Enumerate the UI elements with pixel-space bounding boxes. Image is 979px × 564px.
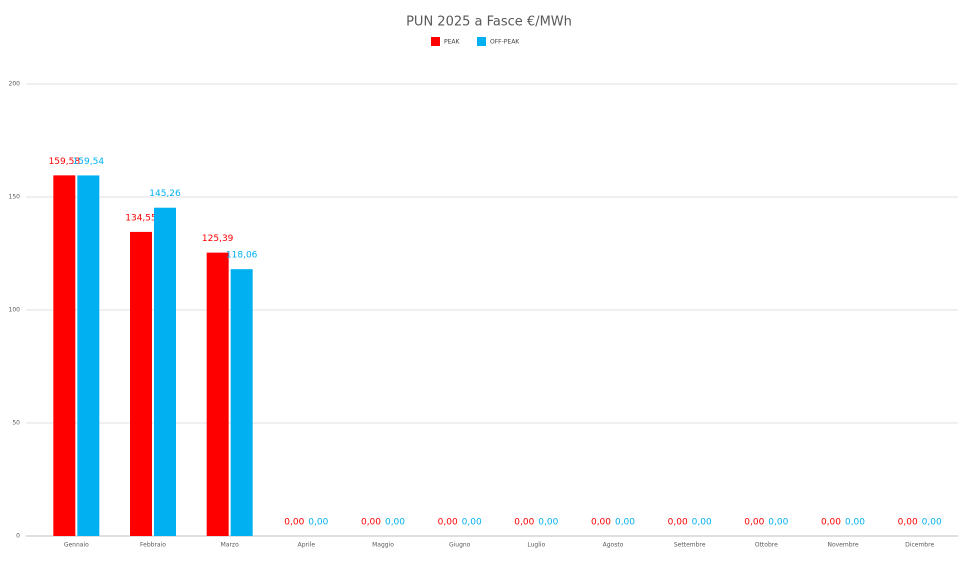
value-label: 159,58	[49, 157, 81, 167]
value-label: 0,00	[284, 518, 304, 528]
x-tick-label: Marzo	[221, 542, 239, 549]
value-label: 0,00	[845, 518, 865, 528]
legend-swatch	[431, 37, 440, 46]
value-label: 0,00	[462, 518, 482, 528]
bar	[230, 269, 253, 536]
chart-title: PUN 2025 a Fasce €/MWh	[406, 15, 572, 30]
x-tick-label: Luglio	[527, 542, 545, 549]
value-label: 0,00	[898, 518, 918, 528]
y-tick-label: 100	[9, 307, 21, 314]
value-label: 134,55	[125, 213, 157, 223]
y-tick-label: 200	[9, 81, 21, 88]
x-tick-label: Settembre	[674, 542, 706, 549]
value-label: 0,00	[668, 518, 688, 528]
x-tick-label: Febbraio	[140, 542, 166, 549]
value-label: 0,00	[591, 518, 611, 528]
x-tick-label: Novembre	[827, 542, 858, 549]
bar	[206, 252, 229, 537]
bar	[53, 175, 76, 537]
x-tick-label: Gennaio	[64, 542, 89, 549]
value-label: 0,00	[308, 518, 328, 528]
x-tick-label: Maggio	[372, 542, 394, 549]
value-label: 0,00	[514, 518, 534, 528]
legend-label: OFF-PEAK	[490, 39, 520, 46]
value-label: 118,06	[226, 251, 258, 261]
x-tick-label: Giugno	[449, 542, 471, 549]
x-tick-label: Agosto	[603, 542, 624, 549]
value-label: 159,54	[73, 157, 105, 167]
y-tick-label: 150	[9, 194, 21, 201]
value-label: 0,00	[615, 518, 635, 528]
x-tick-label: Ottobre	[755, 542, 778, 549]
value-label: 0,00	[692, 518, 712, 528]
legend-label: PEAK	[444, 39, 461, 46]
value-label: 0,00	[361, 518, 381, 528]
x-tick-label: Aprile	[298, 542, 316, 549]
value-label: 0,00	[438, 518, 458, 528]
value-label: 0,00	[744, 518, 764, 528]
y-tick-label: 0	[16, 533, 20, 540]
value-label: 0,00	[922, 518, 942, 528]
value-label: 0,00	[538, 518, 558, 528]
value-label: 0,00	[768, 518, 788, 528]
x-tick-label: Dicembre	[905, 542, 934, 549]
y-tick-label: 50	[12, 420, 20, 427]
bar	[130, 231, 152, 537]
bar	[154, 207, 176, 536]
legend-swatch	[477, 37, 486, 46]
value-label: 0,00	[385, 518, 405, 528]
value-label: 145,26	[149, 189, 181, 199]
bar	[77, 175, 100, 536]
value-label: 125,39	[202, 234, 234, 244]
value-label: 0,00	[821, 518, 841, 528]
